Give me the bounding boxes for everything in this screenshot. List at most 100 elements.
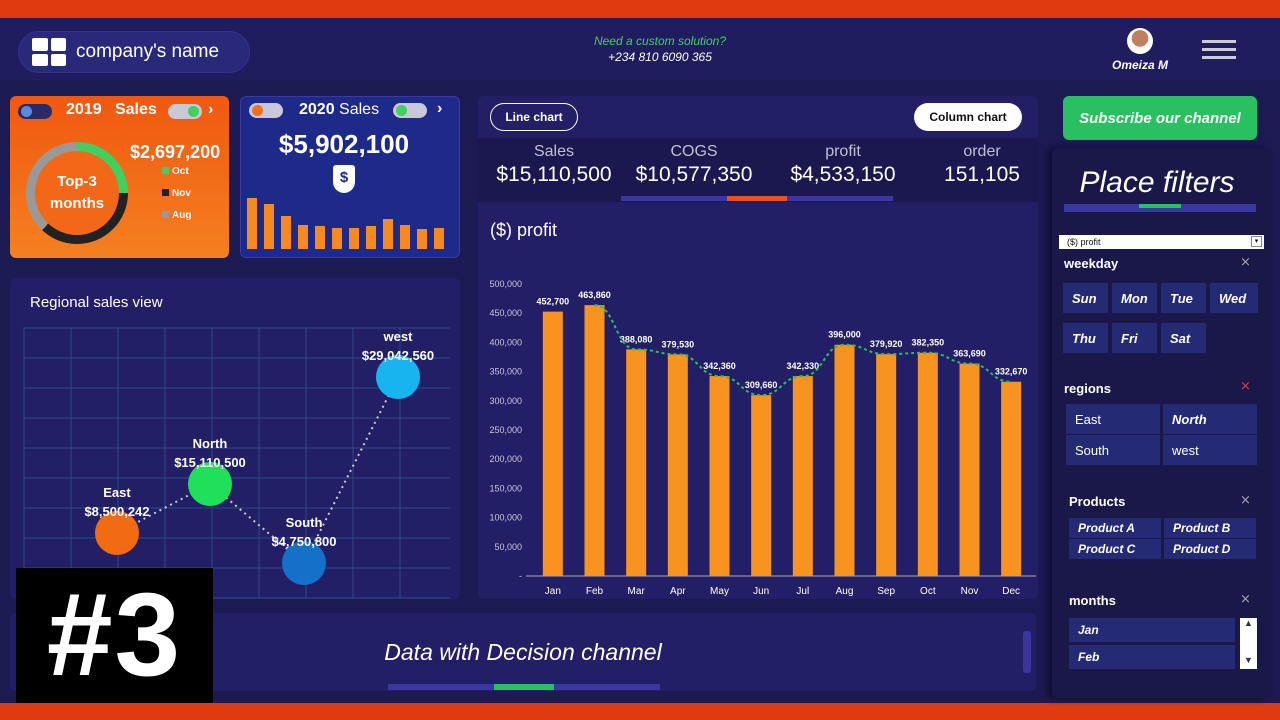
weekday-wed[interactable]: Wed xyxy=(1210,283,1258,313)
clear-filter-icon[interactable]: ⨯ xyxy=(1240,378,1251,393)
side-handle[interactable] xyxy=(1023,631,1031,673)
weekday-thu[interactable]: Thu xyxy=(1063,323,1108,353)
y-tick-label: 450,000 xyxy=(489,308,522,318)
card-label: Sales xyxy=(339,101,380,118)
data-label: 396,000 xyxy=(828,330,861,340)
clear-filter-icon[interactable]: ⨯ xyxy=(1240,492,1251,507)
region-bubble xyxy=(188,462,232,506)
filters-scrollbar[interactable] xyxy=(1064,204,1256,212)
sales-2020-card: 2020 Sales › $5,902,100 $ xyxy=(240,96,460,258)
clear-filter-icon[interactable]: ⨯ xyxy=(1240,254,1251,269)
toggle-switch[interactable] xyxy=(168,104,202,119)
months-scrollbar[interactable]: ▲ ▼ xyxy=(1240,618,1257,669)
kpi-label: profit xyxy=(825,143,861,160)
channel-name: Data with Decision channel xyxy=(384,639,662,665)
weekday-sun[interactable]: Sun xyxy=(1063,283,1108,313)
menu-icon[interactable] xyxy=(1202,40,1236,64)
region-east[interactable]: East xyxy=(1066,404,1160,434)
product-b[interactable]: Product B xyxy=(1164,518,1256,538)
kpi-strip xyxy=(478,138,1038,202)
region-name: East xyxy=(103,485,131,500)
region-name: west xyxy=(383,329,414,344)
product-d[interactable]: Product D xyxy=(1164,539,1256,559)
weekday-mon[interactable]: Mon xyxy=(1112,283,1157,313)
legend-item: Nov xyxy=(162,188,191,199)
region-north[interactable]: North xyxy=(1163,404,1257,434)
dollar-shield-icon: $ xyxy=(333,165,355,193)
grid-icon xyxy=(32,38,66,66)
toggle-switch[interactable] xyxy=(18,104,52,119)
episode-number: #3 xyxy=(16,568,213,703)
weekday-fri[interactable]: Fri xyxy=(1112,323,1157,353)
footer-scrollbar[interactable] xyxy=(388,684,660,690)
line-chart-button[interactable]: Line chart xyxy=(490,103,578,131)
x-tick-label: Dec xyxy=(1002,586,1020,597)
top-bar: company's name Need a custom solution? +… xyxy=(0,18,1280,80)
measure-dropdown[interactable]: ($) profit ▾ xyxy=(1059,235,1264,249)
x-tick-label: Apr xyxy=(670,586,686,597)
kpi-profit: profit $4,533,150 xyxy=(773,143,913,187)
user-profile[interactable]: Omeiza M xyxy=(1100,28,1180,72)
mini-bar xyxy=(315,226,325,249)
toggle-switch[interactable] xyxy=(249,103,283,118)
kpi-scrollbar[interactable] xyxy=(621,196,893,201)
chevron-up-icon[interactable]: ▲ xyxy=(1244,618,1253,628)
profit-bar-chart: 500,000 450,000 400,000 350,000 300,000 250,0… xyxy=(489,279,1036,597)
kpi-sales: Sales $15,110,500 xyxy=(484,143,624,187)
footer-scroll-thumb[interactable] xyxy=(494,684,554,690)
data-label: 342,330 xyxy=(787,361,820,371)
legend-item: Oct xyxy=(162,166,189,177)
y-tick-label: 400,000 xyxy=(489,337,522,347)
clear-filter-icon[interactable]: ⨯ xyxy=(1240,591,1251,606)
data-label: 309,660 xyxy=(745,380,778,390)
data-label: 363,690 xyxy=(953,349,986,359)
kpi-scroll-thumb[interactable] xyxy=(727,196,787,201)
user-name: Omeiza M xyxy=(1111,58,1168,72)
dashboard: company's name Need a custom solution? +… xyxy=(0,18,1280,703)
month-feb[interactable]: Feb xyxy=(1069,645,1235,669)
profit-bar xyxy=(584,305,605,576)
column-chart-button[interactable]: Column chart xyxy=(914,103,1022,131)
x-tick-label: Jan xyxy=(545,586,561,597)
region-west[interactable]: west xyxy=(1163,435,1257,465)
data-label: 388,080 xyxy=(620,334,653,344)
kpi-value: 151,105 xyxy=(944,163,1020,186)
x-tick-label: Oct xyxy=(920,586,936,597)
region-value: $29,042,560 xyxy=(362,348,434,363)
company-logo[interactable]: company's name xyxy=(18,31,250,73)
month-jan[interactable]: Jan xyxy=(1069,618,1235,642)
y-tick-label: 150,000 xyxy=(489,483,522,493)
regional-sales-panel: Regional sales view East $8,500,242 North $… xyxy=(10,278,460,599)
weekday-tue[interactable]: Tue xyxy=(1161,283,1206,313)
card-label: Sales xyxy=(114,101,157,118)
weekday-sat[interactable]: Sat xyxy=(1161,323,1206,353)
profit-bar xyxy=(667,354,688,576)
profit-bar xyxy=(917,352,938,576)
chevron-down-icon[interactable]: ▼ xyxy=(1244,655,1253,665)
kpi-cogs: COGS $10,577,350 xyxy=(624,143,764,187)
chevron-right-icon[interactable]: › xyxy=(437,100,443,117)
sales-2019-value: $2,697,200 xyxy=(130,142,221,162)
profit-bar xyxy=(959,363,980,576)
legend-label: Aug xyxy=(172,210,192,221)
chevron-right-icon[interactable]: › xyxy=(208,101,214,118)
profit-bar xyxy=(626,349,647,576)
toggle-switch[interactable] xyxy=(393,103,427,118)
region-bubble xyxy=(282,541,326,585)
region-south[interactable]: South xyxy=(1066,435,1160,465)
profit-bar xyxy=(751,395,772,576)
profit-bar xyxy=(709,376,730,576)
chevron-down-icon[interactable]: ▾ xyxy=(1251,236,1262,247)
avatar xyxy=(1127,28,1153,54)
product-c[interactable]: Product C xyxy=(1069,539,1161,559)
subscribe-button[interactable]: Subscribe our channel xyxy=(1063,96,1257,140)
filters-scroll-thumb[interactable] xyxy=(1139,204,1181,208)
mini-bar xyxy=(349,228,359,249)
mini-bar xyxy=(434,228,444,249)
x-tick-label: May xyxy=(710,586,729,597)
card-year: 2019 xyxy=(66,101,102,118)
data-label: 379,530 xyxy=(662,339,695,349)
data-label: 463,860 xyxy=(578,290,611,300)
product-a[interactable]: Product A xyxy=(1069,518,1161,538)
legend-label: Nov xyxy=(172,188,191,199)
